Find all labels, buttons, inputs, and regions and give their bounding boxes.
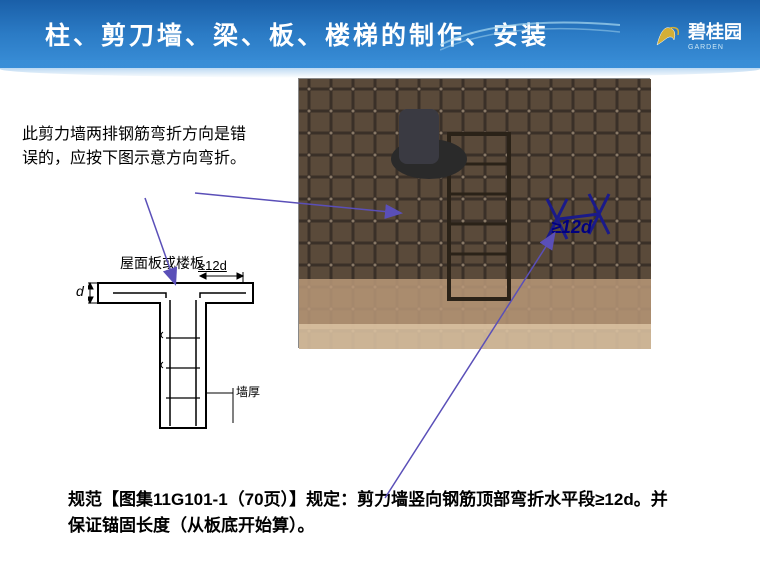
company-name: 碧桂园 [688,18,742,44]
specification-text: 规范【图集11G101-1（70页）】规定：剪力墙竖向钢筋顶部弯折水平段≥12d… [68,487,668,538]
diagram-wall-thickness: 墙厚 [236,383,260,400]
construction-photo: ≥12d [298,78,650,348]
technical-diagram: 屋面板或楼板 d ≥12d 墙厚 [88,248,288,448]
company-logo-area: 碧桂园 GARDEN [652,18,742,51]
slide-content: 此剪力墙两排钢筋弯折方向是错误的，应按下图示意方向弯折。 [0,78,760,576]
photo-dimension-label: ≥12d [551,217,592,238]
slide-header: 柱、剪刀墙、梁、板、楼梯的制作、安装 碧桂园 GARDEN [0,0,760,68]
instruction-note: 此剪力墙两排钢筋弯折方向是错误的，应按下图示意方向弯折。 [22,123,252,171]
diagram-dim-12d: ≥12d [198,258,227,273]
company-subtitle: GARDEN [688,44,742,51]
diagram-slab-label: 屋面板或楼板 [120,253,204,273]
phoenix-logo-icon [652,20,682,50]
header-swoosh-decoration [440,10,620,55]
diagram-dim-d: d [76,283,84,299]
